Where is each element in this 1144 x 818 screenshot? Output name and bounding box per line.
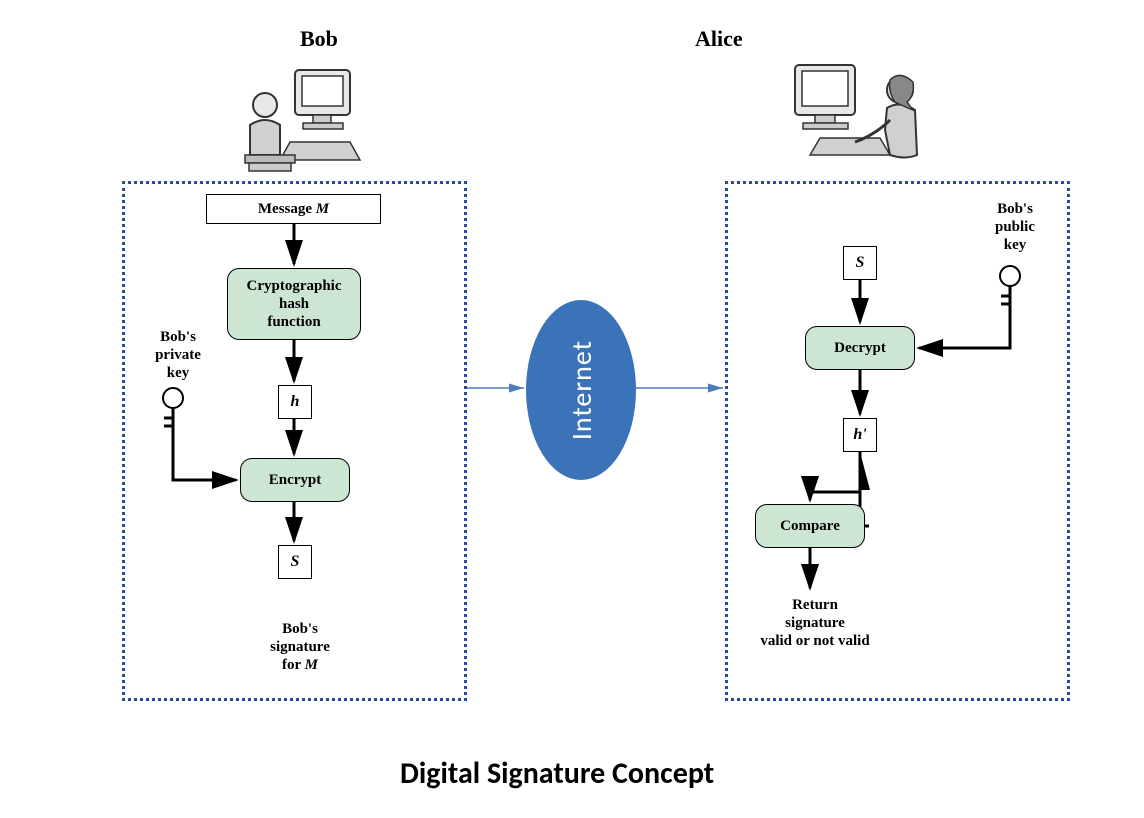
internet-oval: Internet (526, 300, 636, 480)
h-box: h (278, 385, 312, 419)
hash-box: Cryptographic hash function (227, 268, 361, 340)
diagram-canvas: Bob Alice Message M Cryptographic hash f… (0, 0, 1144, 818)
bob-title: Bob (300, 26, 338, 52)
alice-person-icon (795, 65, 917, 158)
alice-key-label: Bob's public key (975, 200, 1055, 254)
bob-sig-label: Bob'ssignaturefor M (250, 602, 350, 674)
hprime-box: h' (843, 418, 877, 452)
message-box: Message M (206, 194, 381, 224)
return-label: Return signature valid or not valid (740, 596, 890, 650)
diagram-title: Digital Signature Concept (400, 755, 714, 792)
encrypt-box: Encrypt (240, 458, 350, 502)
compare-box: Compare (755, 504, 865, 548)
s-box-bob: S (278, 545, 312, 579)
bob-person-icon (245, 70, 360, 171)
decrypt-box: Decrypt (805, 326, 915, 370)
alice-title: Alice (695, 26, 743, 52)
message-label: Message M (258, 201, 329, 218)
bob-key-label: Bob's private key (138, 328, 218, 382)
internet-label: Internet (564, 340, 599, 440)
s-box-alice: S (843, 246, 877, 280)
